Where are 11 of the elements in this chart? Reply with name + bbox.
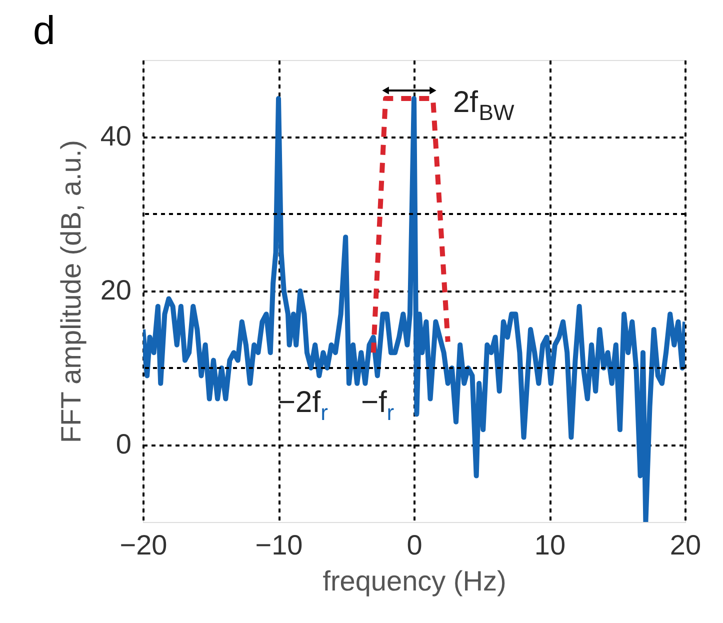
x-tick-label: −10 — [255, 530, 303, 560]
x-axis-title: frequency (Hz) — [322, 566, 506, 596]
y-tick-label: 20 — [100, 274, 132, 306]
y-tick-label: 0 — [116, 428, 132, 460]
x-tick-label: −20 — [120, 530, 168, 560]
y-tick-label: 40 — [100, 120, 132, 152]
chart-title: d — [33, 9, 56, 53]
x-tick-label: 0 — [406, 530, 422, 560]
x-tick-label: 10 — [534, 530, 566, 560]
x-tick-label: 20 — [670, 530, 702, 560]
y-axis-title: FFT amplitude (dB, a.u.) — [55, 140, 86, 443]
